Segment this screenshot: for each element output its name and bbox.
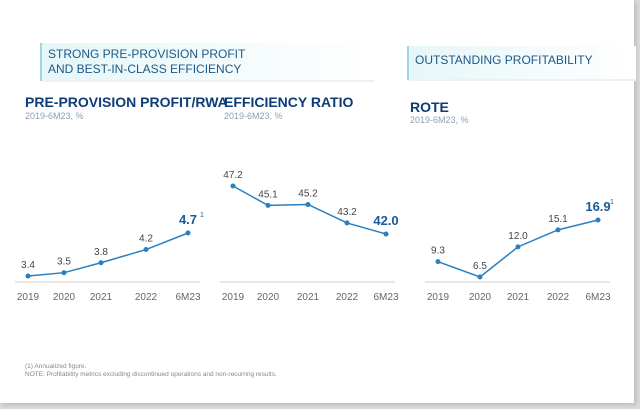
data-point (344, 220, 350, 226)
data-label: 4.7 (179, 212, 197, 227)
data-label: 45.2 (298, 188, 318, 199)
data-point (61, 270, 67, 276)
data-label: 12.0 (508, 231, 528, 242)
data-point (435, 259, 441, 265)
chart2-title: EFFICIENCY RATIO (224, 94, 354, 110)
data-point (98, 260, 104, 266)
tick-label: 2019 (222, 292, 245, 303)
data-point (230, 183, 236, 189)
chart2-subtitle: 2019-6M23, % (224, 111, 283, 121)
banner-left: STRONG PRE-PROVISION PROFIT AND BEST-IN-… (40, 43, 374, 82)
tick-label: 6M23 (175, 292, 200, 303)
tick-label: 2022 (336, 292, 359, 303)
tick-label: 2022 (135, 292, 158, 303)
series-line (27, 232, 189, 277)
tick-label: 6M23 (373, 292, 398, 303)
footnote-marker: 1 (610, 199, 614, 206)
data-point (305, 201, 311, 207)
slide: STRONG PRE-PROVISION PROFIT AND BEST-IN-… (0, 0, 636, 403)
tick-label: 2021 (507, 292, 530, 303)
note: NOTE: Profitability metrics excluding di… (25, 371, 277, 378)
tick-label: 6M23 (585, 292, 610, 303)
tick-label: 2021 (90, 292, 113, 303)
data-point (477, 274, 483, 280)
chart1-title: PRE-PROVISION PROFIT/RWA (25, 94, 228, 110)
data-label: 43.2 (337, 207, 357, 218)
chart1-subtitle: 2019-6M23, % (25, 111, 84, 121)
chart3-title: ROTE (410, 99, 449, 115)
data-label: 4.2 (139, 234, 153, 245)
data-point (265, 202, 271, 208)
data-label: 16.9 (585, 199, 610, 214)
data-label: 3.8 (94, 247, 108, 258)
data-point (595, 217, 601, 223)
data-label: 9.3 (431, 246, 445, 257)
data-point (25, 273, 31, 279)
footnote-marker: 1 (200, 212, 204, 219)
data-point (555, 227, 561, 233)
data-point (185, 230, 191, 236)
chart3-subtitle: 2019-6M23, % (410, 115, 469, 125)
tick-label: 2021 (297, 292, 320, 303)
data-point (515, 244, 521, 250)
data-label: 15.1 (548, 214, 568, 225)
data-label: 3.5 (57, 257, 71, 268)
data-label: 42.0 (373, 213, 398, 228)
data-label: 6.5 (473, 261, 487, 272)
data-point (383, 231, 389, 237)
tick-label: 2020 (257, 292, 280, 303)
tick-label: 2020 (53, 292, 76, 303)
data-label: 47.2 (223, 170, 243, 181)
tick-label: 2019 (17, 292, 40, 303)
data-label: 3.4 (21, 260, 35, 271)
banner-right: OUTSTANDING PROFITABILITY (407, 46, 636, 81)
data-point (143, 247, 149, 253)
footnote: (1) Annualized figure. (25, 363, 87, 370)
data-label: 45.1 (258, 189, 278, 200)
tick-label: 2020 (469, 292, 492, 303)
tick-label: 2019 (427, 292, 450, 303)
tick-label: 2022 (547, 292, 570, 303)
